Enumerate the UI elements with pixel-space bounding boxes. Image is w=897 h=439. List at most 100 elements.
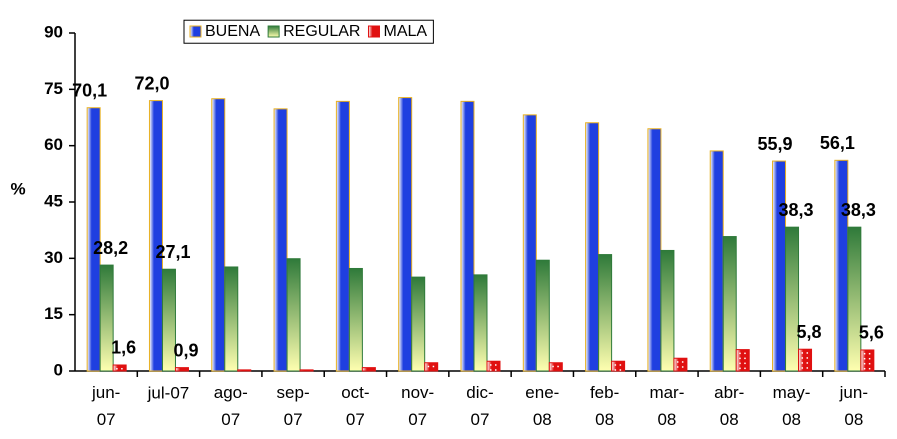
bar [772,160,787,372]
bar [709,150,724,372]
x-tick-label: feb-08 [590,383,619,429]
x-tick-label: may-08 [773,383,811,429]
value-label: 5,8 [797,322,822,342]
y-axis-label: % [10,179,25,198]
bar [286,258,301,372]
bar-pattern [744,357,746,360]
bar-pattern [806,367,809,369]
bar [237,369,252,372]
bar-pattern [681,366,684,368]
bar [785,226,800,372]
legend-label: REGULAR [283,23,360,40]
value-label: 5,6 [859,323,884,343]
bar-pattern [490,364,492,366]
bar [735,349,750,372]
bar [411,276,426,372]
x-tick-label: abr-08 [714,383,744,429]
bar-pattern [801,352,804,354]
y-tick-label: 90 [44,22,63,41]
bar [361,367,376,372]
x-tick-label: mar-08 [649,383,684,429]
bar-pattern [676,361,679,363]
bar-pattern [744,362,746,365]
bar [673,357,688,372]
y-tick-label: 15 [44,304,63,323]
bar [224,266,239,372]
bar [798,348,813,372]
value-label: 38,3 [779,200,814,220]
bar-pattern [868,357,871,360]
bar-pattern [744,352,746,355]
y-tick-label: 0 [54,360,63,379]
bar [273,108,288,372]
x-tick-label: dic-07 [466,383,493,429]
bar-pattern [806,352,809,354]
bar [161,268,176,372]
bar [522,114,537,372]
bar-pattern [801,367,804,369]
bar-pattern [116,367,118,370]
value-label: 70,1 [72,80,107,100]
x-tick-label: ago-07 [214,383,248,429]
bar-pattern [681,361,684,363]
bar-pattern [495,369,497,371]
x-tick-label: ene-08 [525,383,559,429]
bar-pattern [801,357,804,359]
bar-pattern [868,367,871,370]
legend-swatch [189,25,202,38]
bar [148,100,163,372]
bar-pattern [868,362,871,365]
x-tick-label: oct-07 [341,383,369,429]
bar [535,259,550,372]
value-label: 0,9 [173,340,198,360]
bar-pattern [868,352,871,355]
x-tick-label: nov-07 [401,383,434,429]
bar [174,367,189,372]
bar [112,364,127,372]
bar [847,226,862,372]
bar-pattern [801,362,804,364]
bar [647,128,662,372]
bar [548,362,563,372]
y-tick-label: 75 [44,79,63,98]
bar [486,360,501,372]
y-tick-label: 30 [44,248,63,267]
bar [99,264,114,372]
legend-swatch [367,25,380,38]
value-label: 28,2 [93,238,128,258]
bar [611,360,626,372]
bar-pattern [806,357,809,359]
bar [598,254,613,372]
value-label: 56,1 [820,133,855,153]
legend-frame [183,19,434,44]
bar-pattern [863,362,866,365]
bar-pattern [676,366,679,368]
bar-pattern [619,369,622,371]
bar-pattern [552,365,554,368]
bar-pattern [739,352,741,355]
bar [86,107,101,372]
y-tick-label: 60 [44,135,63,154]
bar [585,122,600,372]
bar-pattern [490,369,492,371]
bar-pattern [557,365,559,368]
bar-pattern [739,362,741,365]
bar-pattern [432,365,435,368]
bar [722,236,737,372]
value-label: 55,9 [758,134,793,154]
bar-pattern [614,369,617,371]
bar [299,369,314,372]
legend: BUENA REGULAR MALA [183,19,434,44]
y-tick-label: 45 [44,191,63,210]
bar [424,362,439,372]
bar [473,274,488,372]
bar [660,249,675,372]
legend-swatch [267,25,280,38]
value-label: 1,6 [111,338,136,358]
bar-pattern [427,365,430,368]
bar [860,349,875,372]
bar [211,98,226,372]
bar [460,100,475,372]
bar-pattern [744,367,746,370]
